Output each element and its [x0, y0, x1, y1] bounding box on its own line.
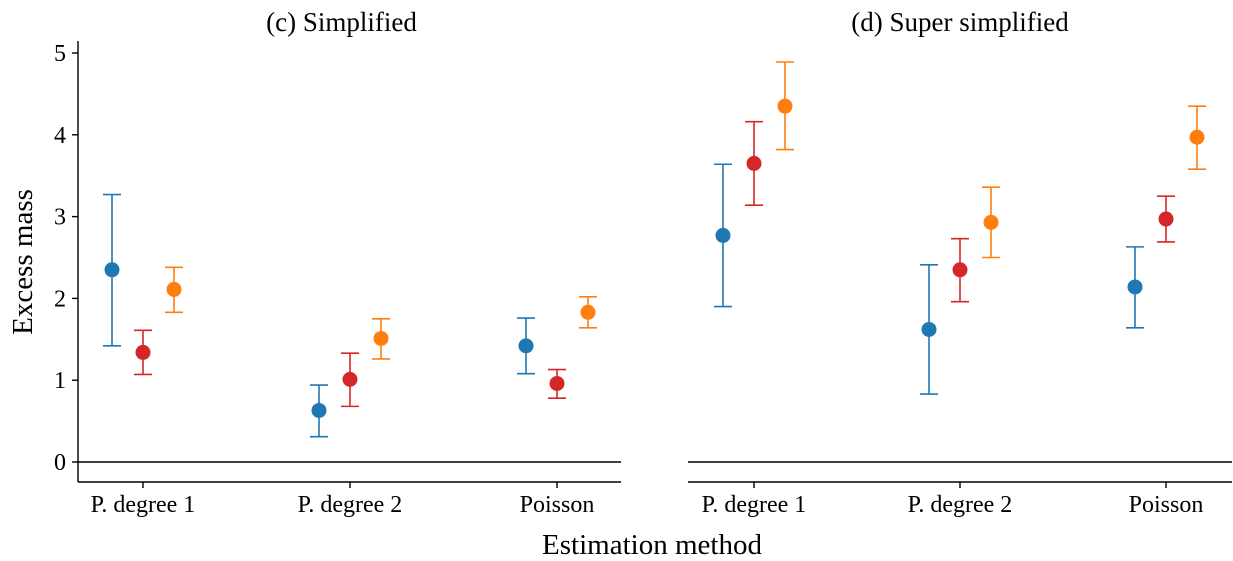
data-point: [1189, 129, 1205, 145]
data-point: [715, 227, 731, 243]
data-point: [518, 338, 534, 354]
data-point: [952, 262, 968, 278]
data-point: [580, 304, 596, 320]
x-tick-label: P. degree 1: [91, 492, 196, 518]
series-2: [165, 266, 597, 360]
x-tick-label: Poisson: [520, 492, 595, 518]
y-tick-label: 0: [54, 450, 66, 476]
y-axis-label: Excess mass: [7, 189, 39, 335]
data-point: [1158, 211, 1174, 227]
data-point: [1127, 279, 1143, 295]
data-point: [342, 371, 358, 387]
y-tick-label: 4: [54, 123, 66, 149]
data-point: [135, 344, 151, 360]
series-0: [714, 163, 1144, 395]
data-point: [373, 330, 389, 346]
data-point: [166, 281, 182, 297]
series-0: [103, 193, 535, 438]
data-point: [104, 262, 120, 278]
data-point: [549, 375, 565, 391]
x-tick-label: Poisson: [1129, 492, 1204, 518]
y-tick-label: 2: [54, 286, 66, 312]
panel-title: (d) Super simplified: [851, 7, 1069, 37]
x-tick-label: P. degree 1: [702, 492, 807, 518]
y-tick-label: 3: [54, 205, 66, 231]
panel-simplified: (c) Simplified P. degree 1 P. degree 2 Pois…: [54, 7, 621, 518]
series-2: [776, 61, 1206, 259]
series-1: [745, 120, 1175, 303]
panel-title: (c) Simplified: [266, 7, 417, 37]
series-1: [134, 329, 566, 408]
x-tick-label: P. degree 2: [298, 492, 403, 518]
y-tick-label: 1: [54, 368, 66, 394]
y-tick-label: 5: [54, 41, 66, 67]
data-point: [983, 214, 999, 230]
data-point: [921, 321, 937, 337]
data-point: [777, 98, 793, 114]
panel-super-simplified: (d) Super simplified P. degree 1 P. degree…: [688, 7, 1232, 518]
x-axis-label: Estimation method: [542, 529, 762, 561]
x-tick-label: P. degree 2: [908, 492, 1013, 518]
data-point: [311, 402, 327, 418]
data-point: [746, 155, 762, 171]
